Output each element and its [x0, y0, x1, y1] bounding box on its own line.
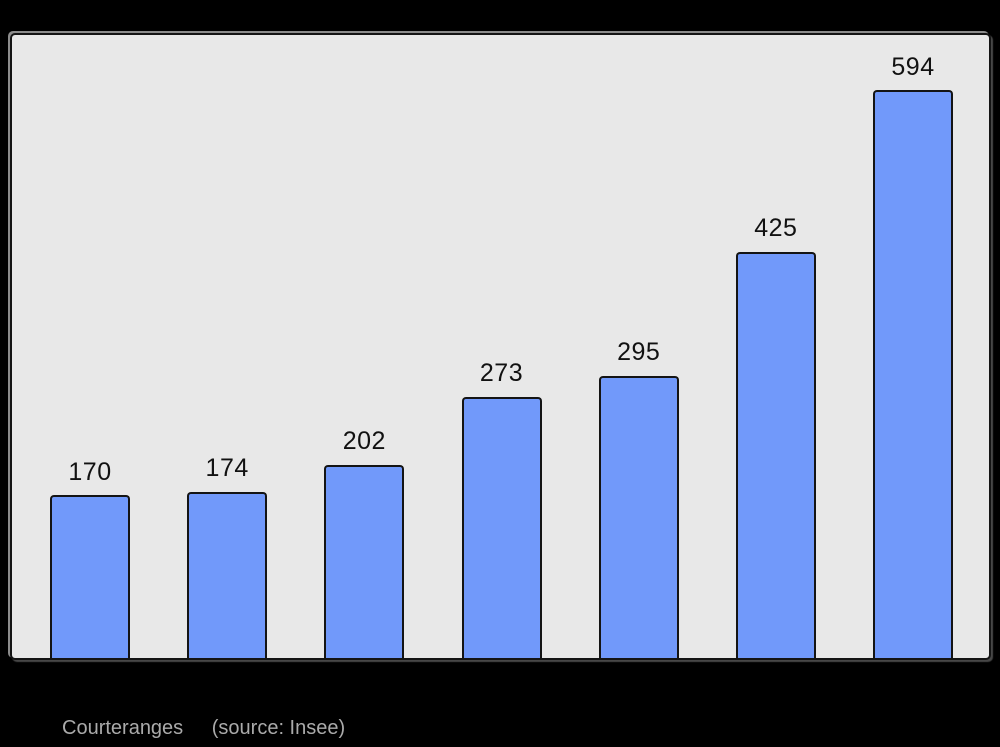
- bar-group: 295: [569, 339, 709, 658]
- bar-group: 273: [432, 360, 572, 658]
- bar-value-label: 295: [617, 338, 661, 367]
- bar-value-label: 174: [205, 454, 249, 483]
- bar-value-label: 273: [479, 359, 524, 388]
- bar: [50, 495, 130, 658]
- bar-group: 425: [706, 215, 846, 658]
- bar: [873, 90, 954, 658]
- bar-group: 174: [157, 455, 297, 658]
- plot-area: 170 174 202 273 295 425 594: [12, 35, 989, 658]
- bar-group: 170: [20, 457, 160, 658]
- bar: [324, 464, 405, 658]
- bar: [461, 396, 542, 658]
- bar-group: 202: [294, 428, 434, 658]
- bar: [598, 375, 679, 658]
- caption-source: (source: Insee): [211, 717, 346, 739]
- bar-group: 594: [843, 52, 983, 658]
- chart-frame: 170 174 202 273 295 425 594: [10, 33, 991, 660]
- bar-value-label: 594: [891, 52, 935, 81]
- bar-value-label: 425: [754, 214, 798, 243]
- bar-value-label: 202: [342, 427, 386, 456]
- caption-title: Courteranges: [62, 717, 184, 739]
- bar: [735, 251, 816, 658]
- bar: [187, 491, 268, 658]
- chart-caption: Courteranges (source: Insee): [62, 716, 345, 740]
- bar-value-label: 170: [68, 457, 112, 486]
